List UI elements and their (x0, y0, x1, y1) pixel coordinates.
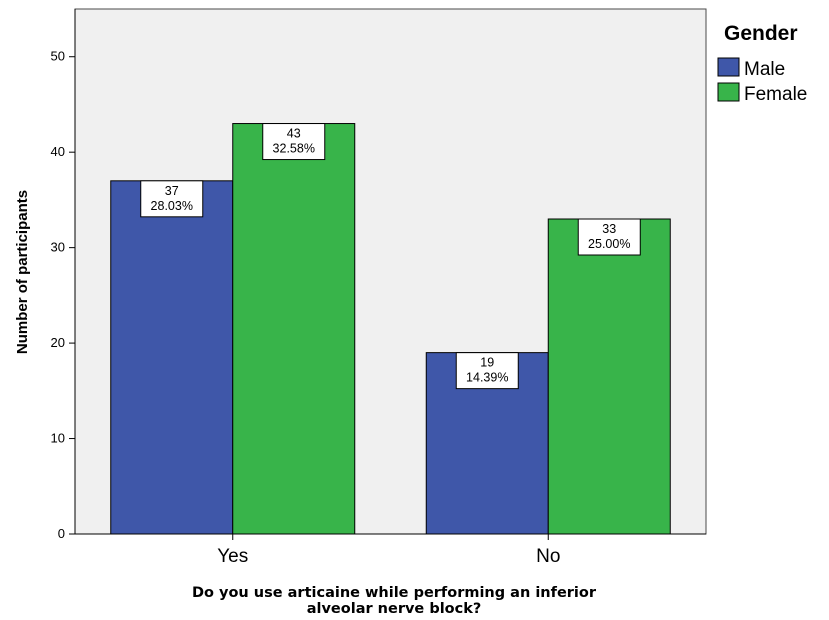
data-label-box (577, 218, 641, 256)
y-tick-label: 40 (51, 144, 65, 159)
bar-female-no (547, 218, 671, 535)
bar-male-yes (110, 180, 234, 535)
data-label-percent: 25.00% (588, 237, 630, 251)
bar-female-yes (232, 123, 356, 535)
y-axis-ticks: 0 10 20 30 40 50 (51, 49, 75, 541)
data-label-box (262, 123, 326, 161)
data-label-count: 33 (602, 222, 616, 236)
bars (110, 123, 671, 535)
y-tick-label: 50 (51, 49, 65, 64)
data-label-box (140, 180, 204, 218)
legend-title: Gender (724, 22, 798, 45)
data-label-percent: 14.39% (466, 371, 508, 385)
y-tick-label: 20 (51, 335, 65, 350)
legend-swatch-male (717, 57, 740, 77)
data-label-box (455, 352, 519, 390)
x-category-label: Yes (217, 546, 248, 567)
data-label-percent: 32.58% (273, 142, 315, 156)
legend-swatch-female (717, 82, 740, 102)
y-tick-label: 30 (51, 240, 65, 255)
x-category-label: No (536, 546, 560, 567)
legend-label-female: Female (744, 84, 807, 105)
legend-label-male: Male (744, 59, 785, 80)
y-axis-label: Number of participants (14, 190, 31, 354)
data-label-percent: 28.03% (151, 199, 193, 213)
x-axis-label-line-2: alveolar nerve block? (307, 601, 482, 617)
legend: Gender Male Female (717, 22, 807, 105)
data-label-count: 37 (165, 184, 179, 198)
x-axis-label-line-1: Do you use articaine while performing an… (192, 585, 597, 601)
x-axis-categories: Yes No (217, 534, 560, 567)
data-label-count: 43 (287, 127, 301, 141)
y-tick-label: 10 (51, 431, 65, 446)
data-label-count: 19 (480, 356, 494, 370)
y-tick-label: 0 (58, 526, 65, 541)
